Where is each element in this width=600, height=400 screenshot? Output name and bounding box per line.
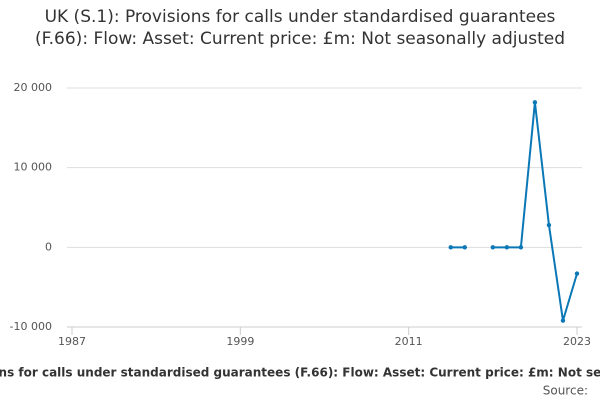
data-point — [574, 271, 580, 276]
data-point — [504, 245, 510, 250]
data-point — [490, 245, 496, 250]
chart-title: UK (S.1): Provisions for calls under sta… — [34, 7, 566, 49]
data-point — [546, 222, 552, 228]
data-point — [560, 318, 566, 323]
y-tick-label: 0 — [45, 240, 52, 253]
data-point — [448, 245, 453, 250]
data-point — [532, 100, 538, 105]
y-tick-label: -10 000 — [10, 320, 52, 333]
y-tick-label: 10 000 — [14, 161, 53, 174]
x-axis-label: UK (S.1): Provisions for calls under sta… — [0, 366, 600, 380]
data-point — [462, 245, 467, 250]
x-tick-label: 2023 — [563, 335, 591, 348]
x-tick-label: 2011 — [395, 335, 423, 348]
x-tick-label: 1999 — [226, 335, 254, 348]
x-tick-label: 1987 — [58, 335, 86, 348]
data-point — [518, 245, 524, 250]
source: Source: — [543, 384, 588, 398]
y-tick-label: 20 000 — [14, 81, 53, 94]
series-line — [450, 102, 578, 321]
